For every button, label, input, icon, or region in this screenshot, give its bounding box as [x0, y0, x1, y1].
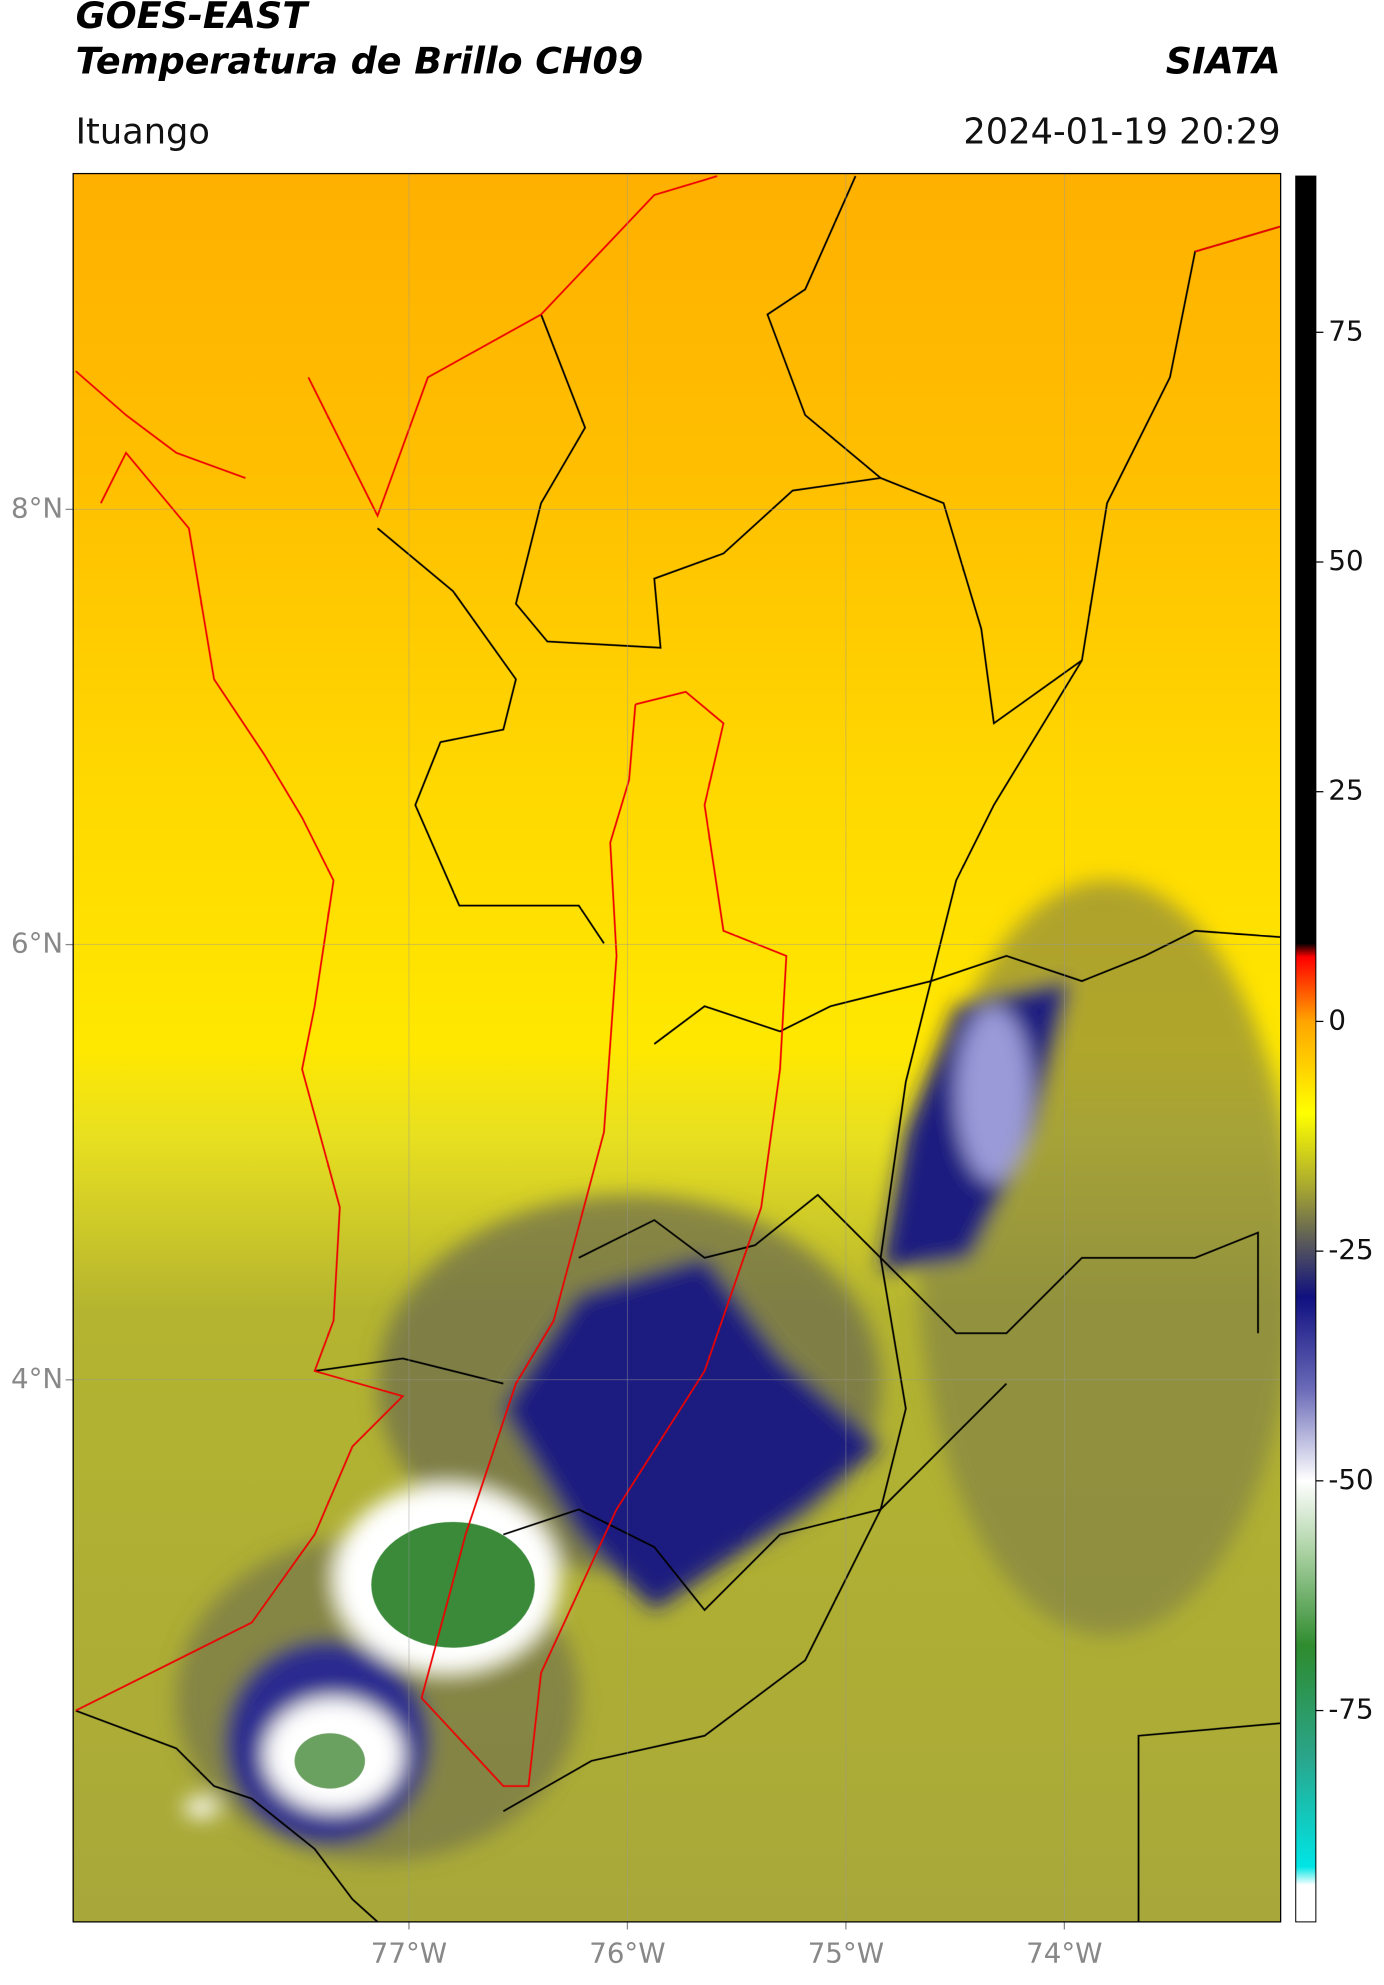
colorbar-tick-label: -50 [1328, 1463, 1373, 1496]
colorbar-tick-label: -25 [1328, 1233, 1373, 1266]
map-image [73, 173, 1281, 1922]
x-tick-label: 74°W [1026, 1937, 1102, 1970]
colorbar-tick-label: 75 [1328, 314, 1363, 347]
y-tick-label: 4°N [11, 1362, 63, 1395]
source: SIATA [1166, 39, 1281, 82]
x-tick-label: 75°W [808, 1937, 884, 1970]
colorbar [1295, 175, 1317, 1923]
y-tick-label: 8°N [11, 491, 63, 524]
x-tick-label: 76°W [589, 1937, 665, 1970]
region: Ituango [76, 111, 210, 152]
colorbar-tick-label: 50 [1328, 544, 1363, 577]
title: GOES-EAST [76, 0, 311, 37]
colorbar-tick-label: -75 [1328, 1693, 1373, 1726]
axes: 77°W 76°W 75°W 74°W 8°N 6°N 4°N 75 50 25 0 -25 -50 -7… [11, 173, 1374, 1970]
colorbar-tick-label: 25 [1328, 774, 1363, 807]
x-tick-label: 77°W [371, 1937, 447, 1970]
colorbar-tick-label: 0 [1328, 1003, 1346, 1036]
datetime: 2024-01-19 20:29 [963, 111, 1280, 152]
subtitle: Temperatura de Brillo CH09 [76, 39, 644, 82]
y-tick-label: 6°N [11, 927, 63, 960]
map-frame [72, 172, 1282, 1923]
